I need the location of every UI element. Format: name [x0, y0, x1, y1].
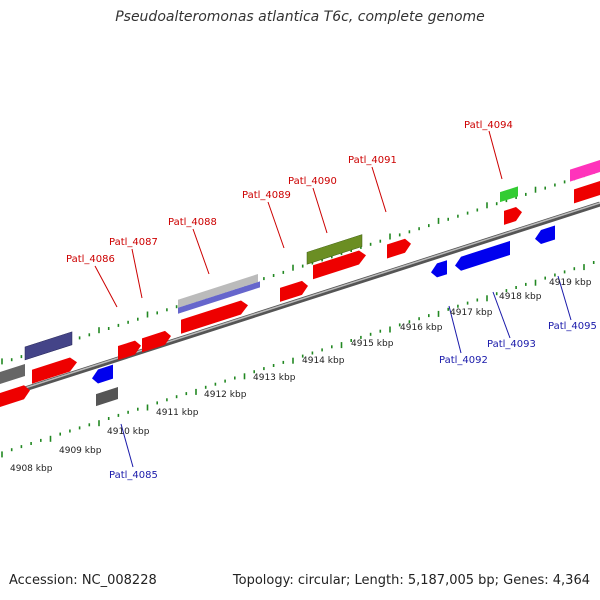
genome-summary-text: Topology: circular; Length: 5,187,005 bp… [232, 573, 590, 588]
gene-arrow-reverse[interactable] [431, 260, 447, 279]
gene-arrow-forward[interactable] [387, 237, 411, 259]
scale-label: 4916 kbp [400, 323, 443, 333]
gene-feature-slate[interactable] [24, 331, 73, 361]
gene-arrow-forward[interactable] [118, 339, 141, 361]
gene-arrow-forward[interactable] [280, 279, 308, 302]
scale-label: 4913 kbp [253, 373, 296, 383]
scale-label: 4908 kbp [10, 464, 53, 474]
gene-labels-top: Patl_4086 Patl_4087 Patl_4088 Patl_4089 … [66, 120, 513, 265]
gene-feature-olive[interactable] [306, 234, 363, 265]
gene-label[interactable]: Patl_4086 [66, 254, 115, 265]
gene-arrow-forward[interactable] [313, 248, 366, 280]
scale-label: 4909 kbp [59, 446, 102, 456]
gene-arrow-reverse[interactable] [455, 240, 510, 273]
gene-feature-gray-left[interactable] [0, 363, 25, 384]
scale-label: 4918 kbp [499, 292, 542, 302]
gene-feature-green[interactable] [500, 186, 518, 203]
scale-label: 4914 kbp [302, 356, 345, 366]
accession-text: Accession: NC_008228 [9, 573, 157, 588]
gene-label[interactable]: Patl_4091 [348, 155, 397, 166]
gene-label[interactable]: Patl_4092 [439, 355, 488, 366]
gene-arrow-reverse[interactable] [92, 364, 113, 386]
gene-label[interactable]: Patl_4093 [487, 339, 536, 350]
gene-arrow-forward[interactable] [0, 383, 30, 407]
gene-label[interactable]: Patl_4087 [109, 237, 158, 248]
feature-layer [0, 159, 600, 407]
gene-arrow-forward[interactable] [181, 298, 248, 334]
gene-feature-pink[interactable] [570, 159, 600, 182]
scale-label: 4910 kbp [107, 427, 150, 437]
gene-feature-purple[interactable] [178, 281, 260, 314]
backbone-highlight [0, 202, 600, 397]
gene-label[interactable]: Patl_4089 [242, 190, 291, 201]
gene-label[interactable]: Patl_4088 [168, 217, 217, 228]
scale-label: 4915 kbp [351, 339, 394, 349]
scale-labels: 4908 kbp 4909 kbp 4910 kbp 4911 kbp 4912… [10, 278, 592, 474]
gene-arrow-reverse[interactable] [535, 225, 555, 245]
gene-label[interactable]: Patl_4090 [288, 176, 337, 187]
gene-feature-silver[interactable] [178, 274, 258, 308]
gene-arrow-forward[interactable] [142, 329, 171, 353]
gene-label[interactable]: Patl_4094 [464, 120, 513, 131]
gene-label[interactable]: Patl_4095 [548, 321, 597, 332]
bottom-leader-lines [120, 275, 572, 468]
gene-feature-gray[interactable] [96, 387, 118, 407]
scale-label: 4911 kbp [156, 408, 199, 418]
gene-labels-bottom: Patl_4085 Patl_4092 Patl_4093 Patl_4095 [109, 321, 597, 481]
gene-arrow-forward[interactable] [32, 355, 77, 384]
gene-arrow-forward[interactable] [574, 180, 600, 204]
top-leader-lines [94, 130, 503, 308]
scale-label: 4917 kbp [450, 308, 493, 318]
genome-backbone [0, 201, 600, 400]
map-title: Pseudoalteromonas atlantica T6c, complet… [115, 9, 485, 25]
gene-arrow-forward[interactable] [504, 205, 522, 225]
scale-label: 4919 kbp [549, 278, 592, 288]
scale-label: 4912 kbp [204, 390, 247, 400]
gene-label[interactable]: Patl_4085 [109, 470, 158, 481]
